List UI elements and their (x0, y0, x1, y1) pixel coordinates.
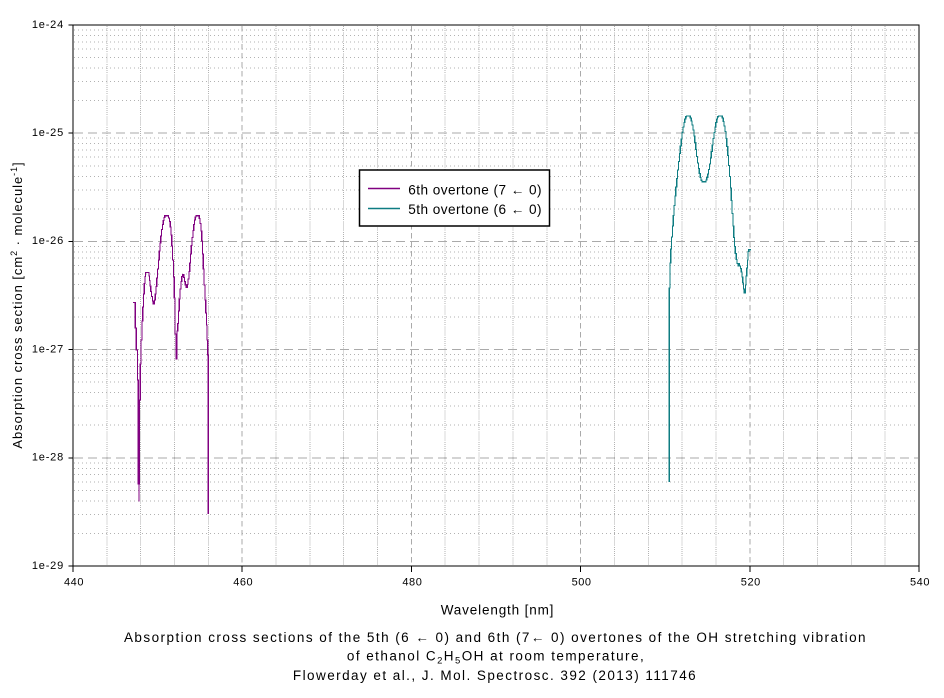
svg-text:540: 540 (910, 577, 930, 589)
svg-text:520: 520 (741, 577, 761, 589)
svg-text:460: 460 (233, 577, 253, 589)
svg-text:1e-25: 1e-25 (32, 127, 64, 139)
svg-text:1e-27: 1e-27 (32, 343, 64, 355)
svg-text:1e-26: 1e-26 (32, 235, 64, 247)
svg-text:6th overtone (7 ← 0): 6th overtone (7 ← 0) (408, 182, 542, 197)
svg-text:of ethanol C2H5OH at room temp: of ethanol C2H5OH at room temperature, (347, 649, 645, 667)
svg-text:Absorption cross sections of t: Absorption cross sections of the 5th (6 … (124, 630, 867, 645)
svg-text:1e-24: 1e-24 (32, 19, 64, 31)
svg-text:1e-29: 1e-29 (32, 560, 64, 572)
svg-text:Absorption cross section [cm2: Absorption cross section [cm2 · molecule… (9, 161, 25, 448)
svg-text:5th overtone (6 ← 0): 5th overtone (6 ← 0) (408, 202, 542, 217)
svg-text:1e-28: 1e-28 (32, 452, 64, 464)
svg-text:480: 480 (402, 577, 422, 589)
svg-text:440: 440 (64, 577, 84, 589)
svg-text:Wavelength [nm]: Wavelength [nm] (441, 603, 555, 618)
svg-text:Flowerday et al., J. Mol. Spec: Flowerday et al., J. Mol. Spectrosc. 392… (293, 668, 697, 683)
svg-text:500: 500 (572, 577, 592, 589)
